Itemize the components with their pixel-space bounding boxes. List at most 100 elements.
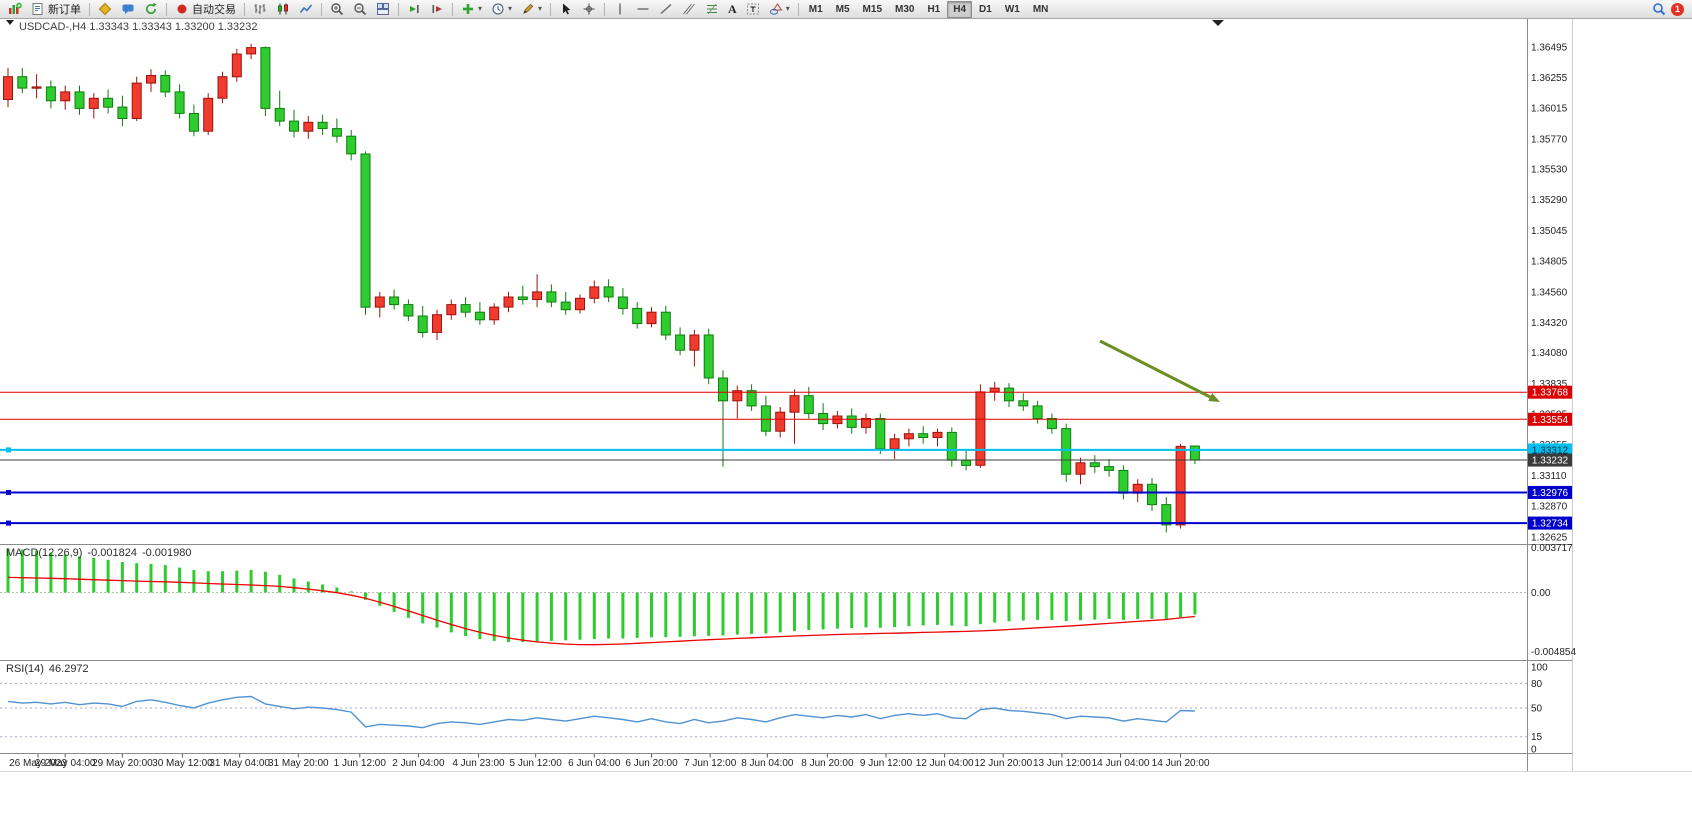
candle-bearish — [1018, 400, 1029, 407]
periods-icon — [492, 3, 504, 15]
macd-histogram-bar — [764, 592, 768, 634]
chart-shift-button[interactable] — [426, 0, 448, 19]
candle-bullish — [489, 306, 500, 321]
candle-bearish — [460, 304, 471, 313]
macd-histogram-bar — [1136, 592, 1140, 620]
macd-histogram-bar — [1007, 592, 1011, 622]
notification-badge[interactable]: 1 — [1671, 2, 1684, 16]
autotrading-button[interactable]: 自动交易 — [171, 0, 240, 19]
timeframe-d1-button[interactable]: D1 — [979, 3, 992, 15]
shapes-tool-button[interactable]: ▾ — [765, 0, 794, 19]
time-tick-label: 6 Jun 04:00 — [568, 758, 621, 769]
chart-shift-marker[interactable] — [1212, 20, 1224, 26]
macd-histogram-bar — [1164, 592, 1168, 620]
new-chart-button[interactable] — [4, 0, 26, 19]
chart-context-marker[interactable] — [6, 20, 14, 25]
candle-bullish — [446, 304, 457, 316]
vertical-line-tool-button[interactable] — [609, 0, 631, 19]
macd-histogram-bar — [92, 558, 96, 593]
macd-histogram-bar — [1107, 592, 1111, 619]
macd-histogram-bar — [1093, 592, 1097, 620]
candle-bearish — [474, 311, 485, 321]
cursor-tool-button[interactable] — [555, 0, 577, 19]
new-order-label: 新订单 — [48, 4, 81, 16]
add-indicator-button[interactable]: ▾ — [457, 0, 486, 19]
chart-shift-icon — [432, 5, 442, 13]
candle-bullish — [246, 47, 257, 55]
auto-scroll-button[interactable] — [403, 0, 425, 19]
text-icon: A — [728, 1, 737, 16]
zoom-out-button[interactable] — [349, 0, 371, 19]
macd-histogram-bar — [793, 592, 796, 631]
macd-histogram-bar — [850, 592, 854, 629]
bar-chart-button[interactable] — [249, 0, 271, 19]
search-button[interactable] — [1648, 0, 1670, 19]
candle-bullish — [1175, 445, 1186, 526]
candle-bearish — [274, 107, 285, 122]
macd-signal-line — [7, 576, 1195, 646]
main-toolbar: 新订单 自动交易 — [0, 0, 1692, 19]
zoom-in-button[interactable] — [326, 0, 348, 19]
trend-arrow-head[interactable] — [1208, 393, 1220, 402]
text-tool-button[interactable]: A — [724, 0, 741, 19]
macd-histogram-bar — [864, 592, 868, 628]
tile-windows-button[interactable] — [372, 0, 394, 19]
horizontal-line-tool-button[interactable] — [632, 0, 654, 19]
label-tool-button[interactable] — [742, 0, 764, 19]
line-chart-button[interactable] — [295, 0, 317, 19]
candle-bearish — [260, 47, 271, 109]
time-tick-label: 1 Jun 12:00 — [334, 758, 387, 769]
candle-bullish — [732, 390, 743, 402]
rsi-axis-label: 100 — [1531, 663, 1548, 674]
support-line-cyan-handle[interactable] — [6, 447, 11, 453]
trend-arrow-line[interactable] — [1099, 339, 1211, 399]
refresh-button[interactable] — [140, 0, 162, 19]
chat-button[interactable] — [117, 0, 139, 19]
candle-bearish — [703, 334, 714, 379]
add-indicator-icon — [463, 4, 473, 14]
candle-bullish — [903, 433, 914, 440]
quotes-button[interactable] — [94, 0, 116, 19]
candlestick-chart-button[interactable] — [272, 0, 294, 19]
timeframe-h4-button[interactable]: H4 — [947, 0, 973, 18]
template-button[interactable]: ▾ — [517, 0, 546, 19]
channel-tool-button[interactable] — [678, 0, 700, 19]
timeframe-m30-button[interactable]: M30 — [895, 3, 915, 15]
candle-bullish — [832, 415, 843, 425]
candlestick-chart-icon — [278, 3, 288, 15]
candle-bearish — [74, 91, 85, 109]
price-tag-label: 1.33232 — [1532, 456, 1569, 467]
periods-button[interactable]: ▾ — [487, 0, 516, 19]
fibonacci-tool-button[interactable] — [701, 0, 723, 19]
candle-bearish — [117, 106, 128, 119]
timeframe-m15-button[interactable]: M15 — [862, 3, 882, 15]
macd-histogram-bar — [907, 592, 911, 627]
timeframe-w1-button[interactable]: W1 — [1004, 3, 1020, 15]
macd-histogram-bar — [235, 570, 239, 593]
label-icon — [746, 3, 759, 15]
timeframe-m5-button[interactable]: M5 — [835, 3, 850, 15]
candle-bearish — [188, 113, 199, 132]
candle-bearish — [846, 415, 857, 428]
support-line-blue-1-handle[interactable] — [6, 489, 11, 495]
macd-histogram-bar — [492, 592, 496, 641]
price-tick-label: 1.34080 — [1531, 348, 1568, 359]
time-tick-label: 30 May 12:00 — [152, 758, 213, 769]
macd-histogram-bar — [321, 584, 325, 593]
timeframe-m1-button[interactable]: M1 — [808, 3, 823, 15]
crosshair-tool-button[interactable] — [578, 0, 600, 19]
support-line-blue-2-handle[interactable] — [6, 520, 11, 526]
trendline-tool-button[interactable] — [655, 0, 677, 19]
timeframe-h1-button[interactable]: H1 — [927, 3, 941, 15]
macd-axis-label: 0.003717 — [1531, 543, 1573, 554]
timeframe-mn-button[interactable]: MN — [1032, 3, 1049, 15]
macd-histogram-bar — [507, 592, 510, 643]
price-axis[interactable] — [1528, 19, 1572, 753]
time-tick-label: 14 Jun 04:00 — [1092, 758, 1150, 769]
price-tick-label: 1.32870 — [1531, 501, 1568, 512]
time-axis[interactable] — [0, 754, 1573, 771]
new-order-button[interactable]: 新订单 — [27, 0, 85, 19]
candle-bullish — [217, 76, 228, 99]
